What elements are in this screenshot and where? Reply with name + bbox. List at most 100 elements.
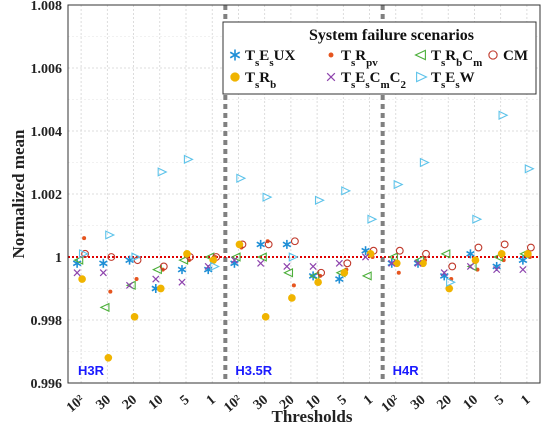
data-point [361,253,370,261]
x-tick-label: 30 [94,393,114,413]
marker-triangle [183,154,194,165]
marker-circle [474,243,483,252]
data-point [317,268,326,277]
marker-circle [317,268,326,277]
data-points [72,110,535,362]
data-point [361,271,372,281]
marker-triangle [151,264,162,275]
marker-circle [159,262,168,271]
marker-circle [104,353,113,362]
marker-stroke [72,260,82,267]
y-tick-label: 1 [55,251,62,266]
data-point [134,277,139,282]
marker-circle [488,50,498,60]
data-point [257,259,265,267]
marker-triangle [446,277,457,287]
marker-circle [130,313,139,321]
data-point [283,262,291,271]
marker-triangle [341,186,352,196]
data-point [78,249,89,259]
x-tick-label: 5 [178,393,193,409]
series-tsescmc2 [73,253,527,289]
marker-stroke [519,266,527,274]
data-point [367,214,378,224]
marker-circle [261,313,270,321]
data-point [343,259,352,268]
data-point [314,195,325,205]
data-point [183,154,194,165]
marker-circle [107,253,116,261]
data-point [309,271,320,281]
legend-entry: TsEsCmC2 [341,70,406,91]
y-tick-label: 1.004 [31,125,63,140]
legend-entry: TsRbCm [431,48,482,69]
marker-dot [108,289,113,294]
y-tick-label: 1.008 [31,0,63,14]
data-point [440,269,448,277]
x-tick-label: 1 [204,393,219,409]
marker-triangle [236,173,247,183]
marker-circle [343,259,352,268]
data-point [526,243,535,252]
data-point [99,269,107,277]
marker-circle [422,249,430,258]
data-point [395,246,404,255]
data-point [471,256,480,264]
series-cm [81,237,535,277]
marker-triangle [472,214,483,224]
marker-dot [291,283,296,288]
marker-circle [445,284,454,293]
marker-stroke [99,260,108,267]
legend: System failure scenarios TsEsUX TsRpv TsRb… [222,21,537,95]
data-point [288,294,296,302]
data-point [283,268,294,278]
marker-stroke [335,276,344,282]
legend-entry: CM [503,48,528,64]
legend-marker [229,49,241,61]
marker-circle [392,259,401,268]
data-point [288,252,299,262]
marker-circle [471,256,480,264]
marker-circle [497,250,506,258]
x-tick-label: 20 [120,393,140,413]
marker-triangle [419,157,430,168]
data-point [466,262,475,271]
marker-dot [134,277,139,282]
y-tick-label: 0.998 [31,314,63,329]
legend-marker [416,71,428,83]
y-tick-label: 1.006 [31,62,63,77]
x-tick-label: 10 [146,393,166,413]
marker-circle [230,72,240,82]
marker-stroke [73,269,81,277]
marker-triangle [73,255,84,265]
x-tick-label: 20 [434,393,454,413]
marker-triangle [131,252,142,262]
legend-box [222,21,537,95]
marker-stroke [439,272,449,279]
data-point [314,278,322,287]
x-tick-label: 30 [251,393,271,413]
marker-stroke [414,259,422,267]
data-point [440,249,451,259]
series-tsrb [78,240,532,362]
region-label: H4R [393,363,420,378]
data-point [497,250,506,258]
data-point [419,157,430,168]
data-point [396,270,401,275]
series-tsesw [78,110,535,287]
series-tsrbcm [73,249,530,313]
x-tick-label: 1 [518,393,533,409]
data-point [341,186,352,196]
marker-stroke [493,266,501,274]
series-tsrpv [82,236,532,294]
marker-stroke [125,257,134,264]
marker-stroke [308,272,318,279]
marker-circle [500,240,509,249]
marker-stroke [152,275,160,283]
marker-stroke [283,262,291,271]
data-point [498,110,509,120]
data-point [209,256,218,264]
data-point [72,258,82,268]
region-label: H3R [78,363,105,378]
marker-stroke [177,266,187,273]
